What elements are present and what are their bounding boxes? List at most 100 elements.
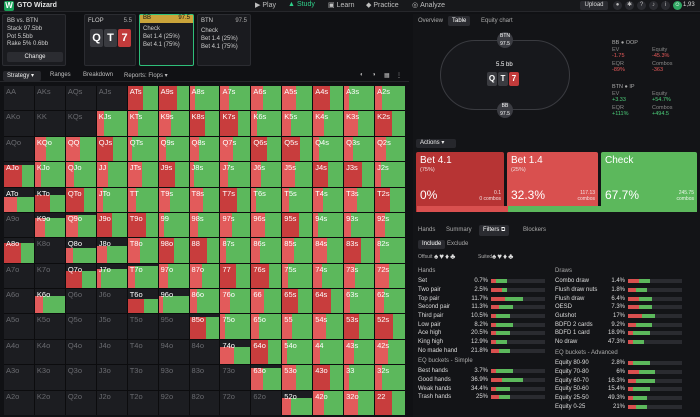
hand-cell[interactable]: K6s [251, 111, 282, 136]
hand-cell[interactable]: 92s [375, 212, 405, 238]
hand-cell[interactable]: JTo [96, 187, 127, 212]
hand-cell[interactable]: 65s [282, 289, 313, 314]
stat-row[interactable]: BDFD 1 card 18.9% [555, 329, 690, 338]
hand-cell[interactable]: 73o [220, 365, 251, 390]
avatar[interactable]: ☺ [673, 1, 682, 10]
hand-cell[interactable]: T7s [220, 187, 251, 212]
stat-row[interactable]: Set 0.7% [418, 277, 550, 286]
hand-cell[interactable]: J6s [251, 162, 282, 187]
hand-cell[interactable]: 55 [282, 314, 313, 339]
hand-cell[interactable]: J8s [189, 162, 220, 187]
hand-cell[interactable]: 53o [282, 365, 313, 390]
upload-button[interactable]: Upload [580, 1, 608, 10]
hand-cell[interactable]: 62s [375, 289, 405, 314]
hand-cell[interactable]: 87o [189, 263, 220, 289]
btn-option[interactable]: Bet 4.1 (75%) [201, 44, 238, 50]
tab-filters[interactable]: Filters ⧉ [479, 225, 510, 236]
actions-dropdown[interactable]: Actions ▾ [416, 139, 456, 148]
hand-cell[interactable]: 54s [313, 314, 344, 339]
hand-cell[interactable]: Q3s [344, 136, 375, 162]
stat-row[interactable]: Equity 25-50 49.3% [555, 394, 690, 403]
tab-breakdown[interactable]: Breakdown [83, 72, 114, 78]
stat-row[interactable]: Equity 50-60 15.4% [555, 385, 690, 394]
strategy-dropdown[interactable]: Strategy ▾ [3, 71, 41, 81]
hand-cell[interactable]: 52o [282, 390, 313, 415]
hand-cell[interactable]: J4s [313, 162, 344, 187]
hand-cell[interactable]: TT [127, 187, 158, 212]
stat-row[interactable]: Top pair 11.7% [418, 294, 550, 303]
hand-cell[interactable]: 42o [313, 390, 344, 415]
hand-cell[interactable]: 87s [220, 238, 251, 263]
nav-play[interactable]: ▶ Play [255, 1, 277, 10]
hand-cell[interactable]: 97o [158, 263, 189, 289]
help-icon[interactable]: ? [637, 1, 646, 10]
hand-cell[interactable]: 54o [282, 339, 313, 365]
stat-row[interactable]: Good hands 36.9% [418, 376, 550, 385]
hand-cell[interactable]: 32s [375, 365, 405, 390]
hand-cell[interactable]: T8s [189, 187, 220, 212]
nav-study[interactable]: ▲ Study [288, 1, 315, 8]
hand-cell[interactable]: 44 [313, 339, 344, 365]
hand-cell[interactable]: KTs [127, 111, 158, 136]
hand-cell[interactable]: 93o [158, 365, 189, 390]
bell-icon[interactable]: ● [613, 1, 622, 10]
stat-row[interactable]: Flush draw 6.4% [555, 294, 690, 303]
view-icon[interactable]: ◐ [360, 72, 364, 78]
hand-cell[interactable]: AQs [65, 86, 96, 111]
hand-cell[interactable]: 95o [158, 314, 189, 339]
action-bet-1-4[interactable]: Bet 1.4 (25%) 32.3% 117.13 combos [507, 152, 598, 210]
include-toggle[interactable]: Include [418, 240, 446, 249]
hand-cell[interactable]: T5o [127, 314, 158, 339]
hand-cell[interactable]: 64s [313, 289, 344, 314]
hand-cell[interactable]: AKo [4, 111, 34, 136]
hand-cell[interactable]: KJs [96, 111, 127, 136]
hand-cell[interactable]: 65o [251, 314, 282, 339]
hand-cell[interactable]: AA [4, 86, 34, 111]
hand-cell[interactable]: 74o [220, 339, 251, 365]
hand-cell[interactable]: 96o [158, 289, 189, 314]
hand-cell[interactable]: A8s [189, 86, 220, 111]
hand-cell[interactable]: K4s [313, 111, 344, 136]
bb-decision-card[interactable]: BB 97.5 Check Bet 1.4 (25%) Bet 4.1 (75%… [139, 14, 194, 66]
nav-learn[interactable]: ▣ Learn [328, 1, 355, 10]
hand-cell[interactable]: Q4o [65, 339, 96, 365]
hand-cell[interactable]: J7s [220, 162, 251, 187]
hand-cell[interactable]: 88 [189, 238, 220, 263]
stat-row[interactable]: Equity 0-25 21% [555, 402, 690, 411]
hand-cell[interactable]: A6s [251, 86, 282, 111]
stat-row[interactable]: Equity 60-70 16.3% [555, 376, 690, 385]
hand-cell[interactable]: 63s [344, 289, 375, 314]
hand-cell[interactable]: 74s [313, 263, 344, 289]
hand-cell[interactable]: A3s [344, 86, 375, 111]
hand-cell[interactable]: T9s [158, 187, 189, 212]
menu-icon[interactable]: ⋮ [396, 73, 402, 79]
hand-cell[interactable]: J8o [96, 238, 127, 263]
hand-cell[interactable]: QTs [127, 136, 158, 162]
hand-cell[interactable]: T3o [127, 365, 158, 390]
hand-cell[interactable]: J7o [96, 263, 127, 289]
hand-cell[interactable]: K9s [158, 111, 189, 136]
hand-cell[interactable]: K5o [34, 314, 65, 339]
hand-cell[interactable]: Q2s [375, 136, 405, 162]
hand-cell[interactable]: 64o [251, 339, 282, 365]
hand-cell[interactable]: 85s [282, 238, 313, 263]
nav-analyze[interactable]: ◎ Analyze [412, 1, 446, 10]
hand-cell[interactable]: A9o [4, 212, 34, 238]
stat-row[interactable]: Combo draw 1.4% [555, 277, 690, 286]
hand-cell[interactable]: 42s [375, 339, 405, 365]
bb-option[interactable]: Bet 4.1 (75%) [143, 42, 180, 48]
stat-row[interactable]: Flush draw nuts 1.8% [555, 286, 690, 295]
stat-row[interactable]: Two pair 2.5% [418, 286, 550, 295]
hand-cell[interactable]: 75s [282, 263, 313, 289]
hand-cell[interactable]: KQo [34, 136, 65, 162]
hand-cell[interactable]: KK [34, 111, 65, 136]
hand-cell[interactable]: AKs [34, 86, 65, 111]
hand-cell[interactable]: J9s [158, 162, 189, 187]
stat-row[interactable]: Low pair 8.2% [418, 320, 550, 329]
hand-cell[interactable]: T4o [127, 339, 158, 365]
hand-cell[interactable]: 66 [251, 289, 282, 314]
tab-hands[interactable]: Hands [418, 227, 436, 233]
hand-cell[interactable]: Q7s [220, 136, 251, 162]
hand-cell[interactable]: 95s [282, 212, 313, 238]
stat-row[interactable]: Equity 80-90 2.8% [555, 359, 690, 368]
